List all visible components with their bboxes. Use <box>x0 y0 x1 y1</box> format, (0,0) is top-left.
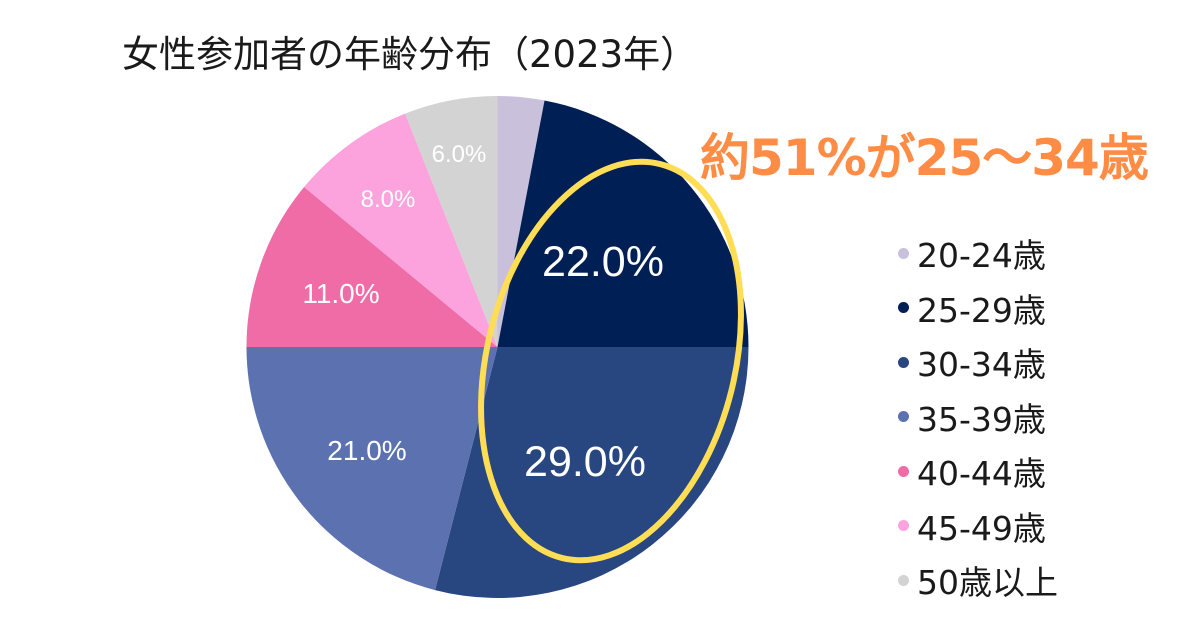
legend-dot-icon <box>898 302 909 314</box>
legend-dot-icon <box>898 574 909 586</box>
legend-item-30-34: 30-34歳 <box>898 335 1058 390</box>
legend-label: 40-44歳 <box>917 454 1046 494</box>
legend-dot-icon <box>898 247 909 259</box>
legend-item-50-plus: 50歳以上 <box>898 553 1058 608</box>
legend-item-20-24: 20-24歳 <box>898 226 1058 281</box>
legend-item-40-44: 40-44歳 <box>898 444 1058 499</box>
legend-label: 50歳以上 <box>917 563 1058 603</box>
legend-label: 25-29歳 <box>917 290 1046 330</box>
pie-slice-30-34 <box>435 347 749 598</box>
legend-dot-icon <box>898 356 909 368</box>
slice-label-50-plus: 6.0% <box>432 141 487 168</box>
legend-label: 45-49歳 <box>917 508 1046 548</box>
highlight-ellipse <box>478 158 744 564</box>
slice-label-30-34: 29.0% <box>524 438 646 486</box>
highlight-annotation: 約51%が25～34歳 <box>700 129 1149 187</box>
legend-dot-icon <box>898 465 909 477</box>
legend-label: 35-39歳 <box>917 399 1046 439</box>
legend-dot-icon <box>898 520 909 532</box>
pie-slice-40-44 <box>246 187 498 347</box>
pie-slice-35-39 <box>246 347 498 591</box>
chart-title: 女性参加者の年齢分布（2023年） <box>122 33 698 76</box>
legend-label: 20-24歳 <box>917 236 1046 276</box>
legend-item-25-29: 25-29歳 <box>898 281 1058 336</box>
legend-item-35-39: 35-39歳 <box>898 390 1058 445</box>
slice-label-40-44: 11.0% <box>302 278 379 309</box>
pie-slice-45-49 <box>304 113 498 347</box>
pie-slice-50-plus <box>405 96 498 347</box>
slice-label-45-49: 8.0% <box>361 186 416 213</box>
slice-label-25-29: 22.0% <box>542 238 664 286</box>
slice-label-35-39: 21.0% <box>327 435 406 466</box>
legend-label: 30-34歳 <box>917 345 1046 385</box>
pie-slices <box>246 96 749 598</box>
legend-dot-icon <box>898 411 909 423</box>
pie-slice-25-29 <box>497 100 749 347</box>
legend-item-45-49: 45-49歳 <box>898 499 1058 554</box>
legend: 20-24歳 25-29歳 30-34歳 35-39歳 40-44歳 45-49… <box>898 226 1058 608</box>
